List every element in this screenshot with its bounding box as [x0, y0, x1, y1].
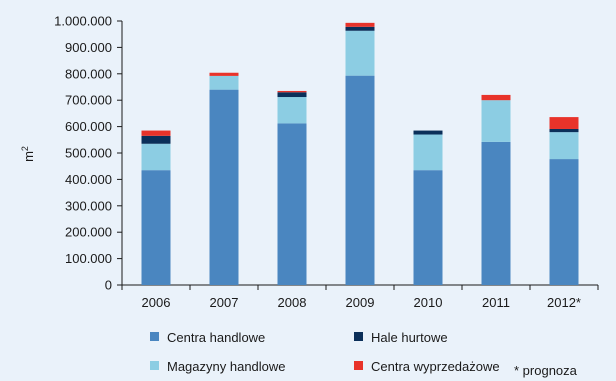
y-tick-label: 200.000 [65, 225, 112, 240]
x-tick-label: 2009 [346, 295, 375, 310]
bar-segment [413, 134, 443, 171]
bar-segment [141, 135, 171, 144]
x-tick-label: 2008 [278, 295, 307, 310]
y-tick-label: 400.000 [65, 172, 112, 187]
x-tick-label: 2012* [547, 295, 581, 310]
y-axis: 0 100.000 200.000 300.000 400.000 500.000 600.… [54, 14, 123, 293]
legend-swatch [150, 332, 159, 341]
bar-segment [481, 94, 511, 101]
legend-swatch [150, 361, 159, 370]
y-axis-label: m2 [20, 146, 36, 162]
bar-segment [345, 30, 375, 76]
bar-segment [345, 22, 375, 27]
bar-segment [549, 159, 579, 285]
bar-segment [481, 100, 511, 142]
bar-segment [141, 170, 171, 285]
legend-swatch [354, 361, 363, 370]
forecast-note: * prognoza [514, 363, 578, 378]
y-tick-label: 1.000.000 [54, 14, 112, 29]
bar-segment [277, 92, 307, 98]
bar-segment [209, 75, 239, 90]
y-tick-label: 600.000 [65, 119, 112, 134]
legend-swatch [354, 332, 363, 341]
bar-segment [345, 75, 375, 285]
y-tick-label: 500.000 [65, 146, 112, 161]
bar-segment [549, 128, 579, 133]
x-tick-label: 2011 [482, 295, 510, 310]
bar-segment [141, 143, 171, 171]
bar-segment [277, 90, 307, 93]
y-tick-label: 800.000 [65, 66, 112, 81]
x-tick-label: 2007 [210, 295, 239, 310]
bar-segment [209, 89, 239, 285]
legend-label: Centra wyprzedażowe [371, 359, 500, 374]
y-tick-label: 900.000 [65, 40, 112, 55]
bar-segment [277, 123, 307, 285]
legend-label: Magazyny handlowe [167, 359, 286, 374]
y-tick-label: 700.000 [65, 93, 112, 108]
bar-segment [141, 130, 171, 136]
y-tick-label: 100.000 [65, 251, 112, 266]
x-tick-label: 2010 [414, 295, 443, 310]
bar-segment [209, 72, 239, 76]
y-axis-label-text: m [21, 151, 36, 162]
legend-label: Centra handlowe [167, 330, 265, 345]
legend: Centra handlowe Magazyny handlowe Hale hur… [150, 330, 500, 374]
bars [141, 22, 579, 285]
y-tick-label: 300.000 [65, 198, 112, 213]
x-tick-label: 2006 [142, 295, 171, 310]
bar-segment [413, 170, 443, 285]
bar-segment [549, 117, 579, 129]
y-tick-label: 0 [105, 278, 112, 293]
bar-segment [549, 132, 579, 160]
bar-segment [277, 97, 307, 124]
bar-segment [413, 130, 443, 135]
x-axis: 2006 2007 2008 2009 2010 2011 2012* [121, 284, 599, 310]
bar-segment [481, 141, 511, 285]
y-axis-label-superscript: 2 [20, 146, 30, 151]
bar-segment [345, 26, 375, 31]
legend-label: Hale hurtowe [371, 330, 448, 345]
